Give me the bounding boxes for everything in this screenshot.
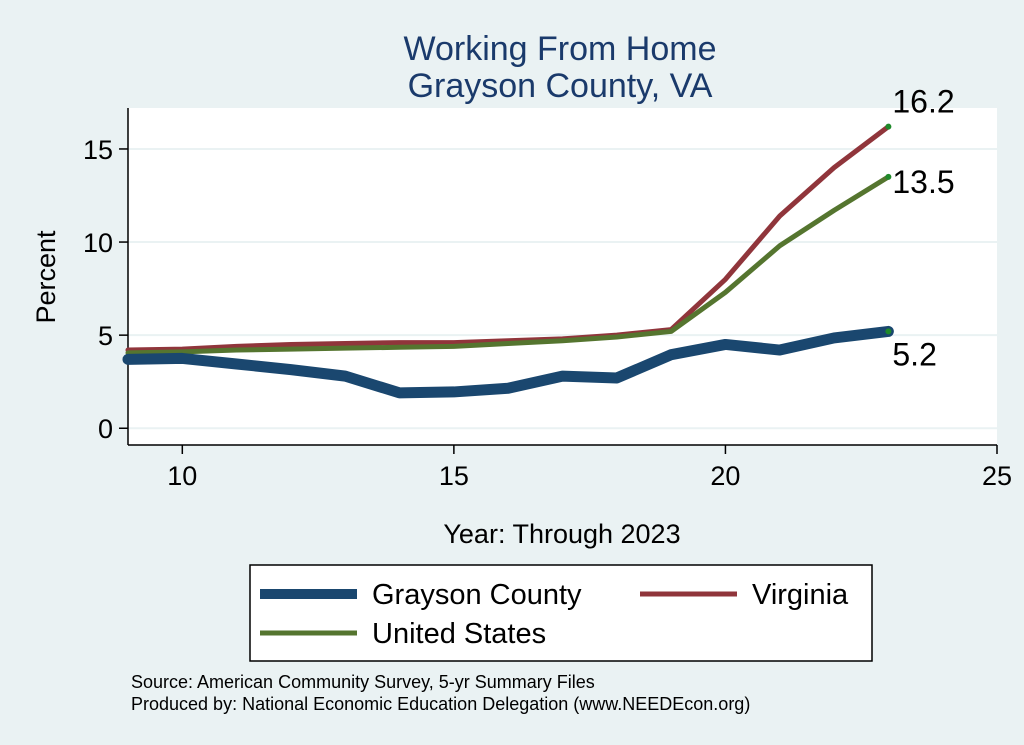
end-point-virginia	[885, 123, 892, 130]
series-lines	[122, 124, 894, 399]
y-tick-label: 10	[83, 228, 113, 258]
end-labels: 5.2 16.2 13.5	[885, 84, 955, 372]
plot-area	[128, 108, 997, 445]
series-line-grayson-county	[122, 325, 894, 399]
y-tick-label: 5	[98, 321, 113, 351]
chart-title: Working From Home	[404, 30, 717, 68]
legend: Grayson County Virginia United States	[249, 564, 873, 662]
end-label-united-states: 13.5	[892, 164, 954, 200]
legend-label-grayson-county: Grayson County	[372, 579, 582, 611]
axes: 0 5 10 15 10 15 20 25	[83, 108, 1012, 491]
y-axis-title: Percent	[31, 230, 61, 324]
produced-by-note: Produced by: National Economic Education…	[131, 694, 750, 714]
end-point-grayson-county	[885, 328, 892, 335]
legend-label-united-states: United States	[372, 618, 546, 650]
legend-box	[249, 564, 873, 662]
x-tick-label: 15	[439, 461, 469, 491]
series-line-united-states	[125, 174, 891, 356]
series-line-virginia	[125, 124, 891, 353]
x-tick-label: 10	[167, 461, 197, 491]
legend-label-virginia: Virginia	[752, 579, 849, 611]
chart-subtitle: Grayson County, VA	[408, 67, 713, 105]
x-axis-title: Year: Through 2023	[443, 519, 680, 549]
end-label-virginia: 16.2	[892, 84, 954, 120]
x-tick-label: 20	[710, 461, 740, 491]
source-note: Source: American Community Survey, 5-yr …	[131, 672, 595, 692]
x-tick-label: 25	[982, 461, 1012, 491]
end-point-united-states	[885, 173, 892, 180]
end-label-grayson-county: 5.2	[892, 336, 936, 372]
y-tick-label: 15	[83, 135, 113, 165]
y-tick-label: 0	[98, 414, 113, 444]
